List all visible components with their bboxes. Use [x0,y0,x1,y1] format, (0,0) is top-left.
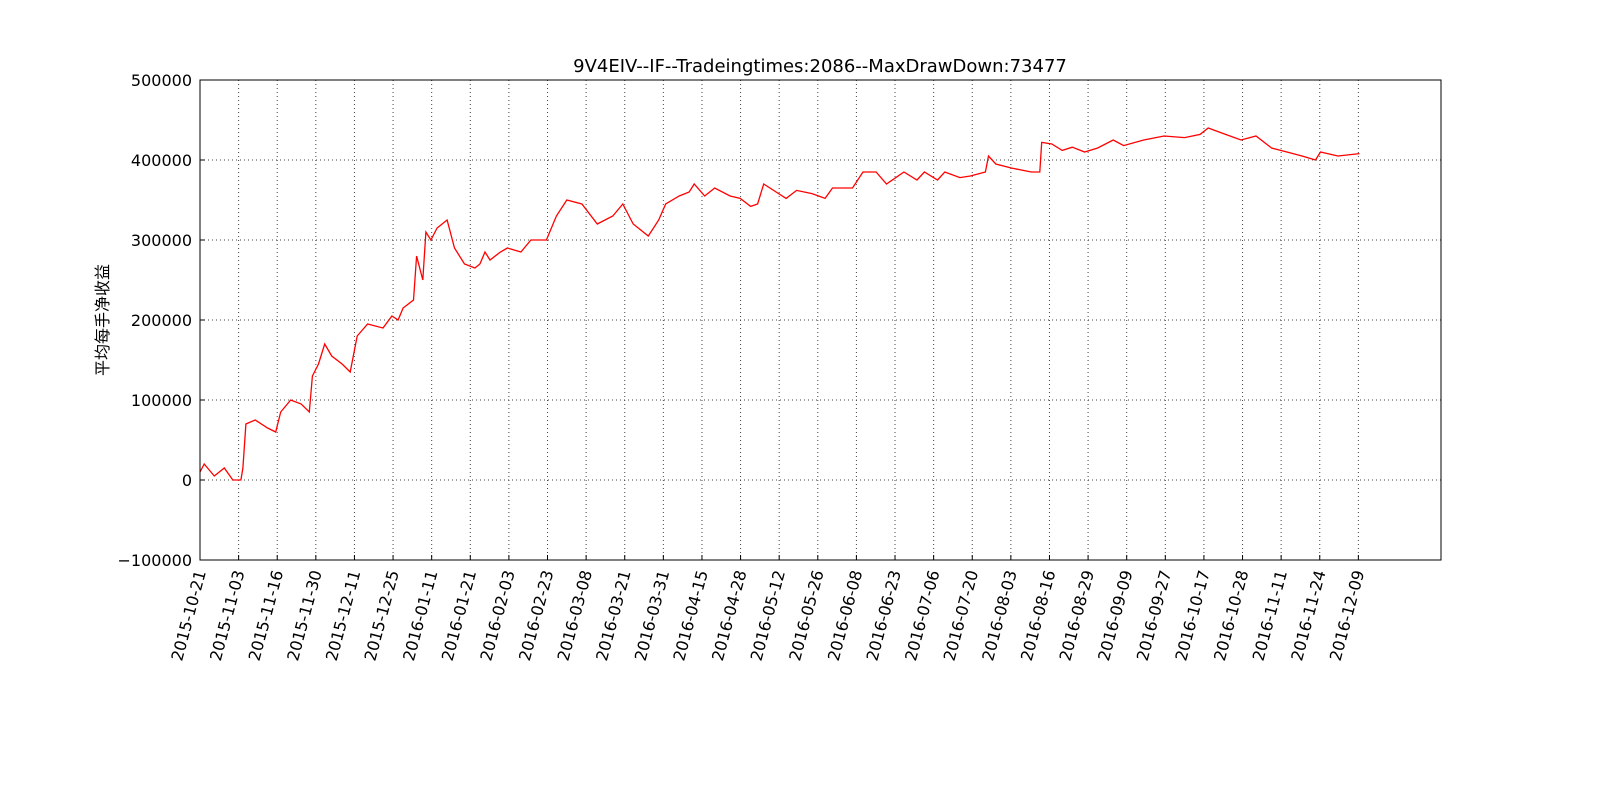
x-tick-label: 2016-08-16 [1017,568,1059,663]
x-tick-label: 2015-11-30 [283,568,325,663]
x-tick-label: 2016-07-06 [901,568,943,663]
plot-frame [199,79,1442,561]
y-tick-label: 0 [182,471,192,490]
y-tick-label: 400000 [131,151,192,170]
x-tick-label: 2016-03-21 [592,568,634,663]
x-tick-label: 2016-04-15 [669,568,711,663]
x-tick-label: 2016-12-09 [1326,568,1368,663]
x-tick-label: 2016-02-23 [515,568,557,663]
x-tick-label: 2016-06-23 [862,568,904,663]
y-tick-label: 100000 [131,391,192,410]
x-tick-label: 2015-11-16 [245,568,287,663]
x-tick-label: 2015-11-03 [206,568,248,663]
x-tick-label: 2015-12-11 [322,568,364,663]
x-tick-label: 2016-04-28 [708,568,750,663]
x-tick-label: 2016-01-21 [438,568,480,663]
y-axis-label: 平均每手净收益 [93,264,112,376]
x-tick-label: 2016-09-09 [1094,568,1136,663]
y-tick-label: −100000 [118,551,192,570]
x-tick-label: 2016-08-03 [978,568,1020,663]
x-tick-label: 2016-01-11 [399,568,441,663]
x-tick-label: 2015-12-25 [361,568,403,663]
x-tick-label: 2016-11-11 [1249,568,1291,663]
line-series [199,127,1360,481]
x-tick-label: 2016-05-26 [785,568,827,663]
x-tick-label: 2016-05-12 [747,568,789,663]
chart-title: 9V4EIV--IF--Tradeingtimes:2086--MaxDrawD… [573,56,1067,77]
x-tick-label: 2015-10-21 [167,568,209,663]
x-tick-label: 2016-09-27 [1133,568,1175,663]
x-tick-label: 2016-07-20 [940,568,982,663]
x-tick-label: 2016-03-08 [554,568,596,663]
x-tick-label: 2016-10-17 [1171,568,1213,663]
x-tick-label: 2016-02-03 [476,568,518,663]
y-tick-label: 300000 [131,231,192,250]
x-tick-label: 2016-11-24 [1287,568,1329,663]
y-tick-label: 500000 [131,71,192,90]
y-tick-label: 200000 [131,311,192,330]
x-tick-label: 2016-08-29 [1056,568,1098,663]
x-tick-label: 2016-06-08 [824,568,866,663]
x-tick-label: 2016-03-31 [631,568,673,663]
x-tick-label: 2016-10-28 [1210,568,1252,663]
